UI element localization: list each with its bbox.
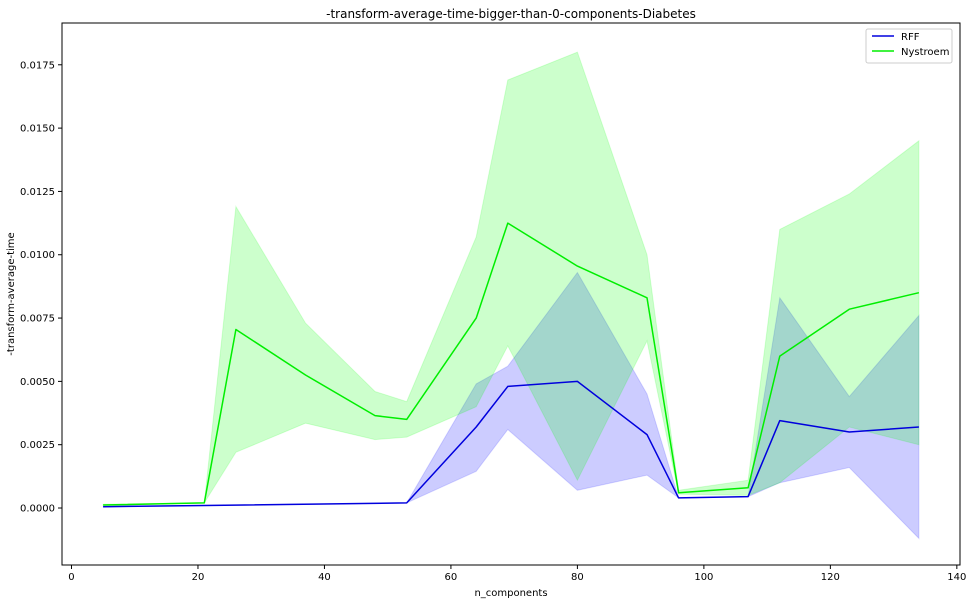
legend-box <box>865 28 953 64</box>
y-axis: 0.0000 0.0025 0.0050 0.0075 0.0100 0.0125 0.01… <box>20 60 62 515</box>
y-tick-label: 0.0000 <box>20 504 55 515</box>
x-tick-label: 120 <box>821 572 840 583</box>
plot-area <box>61 22 961 566</box>
legend: RFF Nystroem <box>865 28 953 64</box>
y-axis-label: -transform-average-time <box>6 232 17 355</box>
plot-frame <box>61 22 961 566</box>
x-tick-label: 60 <box>445 572 458 583</box>
line-rff <box>103 380 919 508</box>
y-tick-label: 0.0125 <box>20 187 55 198</box>
line-nystroem <box>103 222 920 506</box>
y-tick-label: 0.0050 <box>20 377 55 388</box>
x-tick-label: 80 <box>571 572 584 583</box>
confidence-bands <box>102 51 920 540</box>
chart-title: -transform-average-time-bigger-than-0-co… <box>326 7 696 21</box>
y-tick-label: 0.0100 <box>20 250 55 261</box>
legend-label-rff: RFF <box>901 32 920 43</box>
series-lines <box>103 222 920 508</box>
x-axis: 0 20 40 60 80 100 120 140 <box>68 565 966 583</box>
x-tick-label: 140 <box>947 572 966 583</box>
y-tick-label: 0.0150 <box>20 124 55 135</box>
x-tick-label: 0 <box>68 572 74 583</box>
x-tick-label: 20 <box>192 572 205 583</box>
x-tick-label: 100 <box>694 572 713 583</box>
y-tick-label: 0.0175 <box>20 60 55 71</box>
y-tick-label: 0.0025 <box>20 440 55 451</box>
y-tick-label: 0.0075 <box>20 314 55 325</box>
x-axis-label: n_components <box>474 588 547 599</box>
band-nystroem <box>102 51 920 507</box>
band-rff <box>103 271 920 540</box>
legend-label-nystroem: Nystroem <box>901 47 949 58</box>
x-tick-label: 40 <box>318 572 331 583</box>
